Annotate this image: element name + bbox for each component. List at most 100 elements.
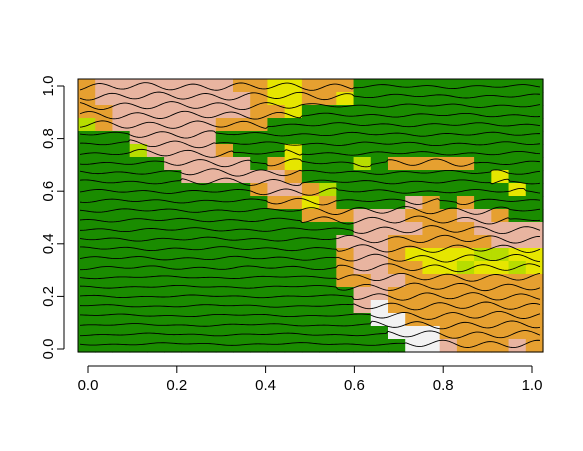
heatmap-cell [146,235,165,249]
heatmap-cell [198,248,217,262]
heatmap-cell [525,313,544,327]
heatmap-cell [422,326,441,340]
heatmap-cell [301,183,320,197]
heatmap-cell [388,92,406,106]
signal-trace [79,234,541,244]
heatmap-cell [112,248,131,262]
heatmap-cell [319,326,337,340]
heatmap-cell [422,222,441,236]
heatmap-cell [198,92,217,106]
heatmap-cell [233,261,251,275]
heatmap-cell [456,326,475,340]
heatmap-cell [95,118,114,132]
heatmap-cell [129,287,148,301]
heatmap-cell [95,326,114,340]
heatmap-cell [198,339,217,353]
heatmap-cell [491,144,510,158]
heatmap-cell [181,326,200,340]
heatmap-cell [112,287,131,301]
heatmap-cell [319,157,337,171]
heatmap-cell [474,196,492,210]
heatmap-cell [95,196,114,210]
plot-frame [77,78,544,353]
heatmap-cell [250,248,269,262]
heatmap-cell [422,313,441,327]
heatmap-cell [215,248,234,262]
heatmap-cell [215,300,234,314]
heatmap-cell [388,183,406,197]
heatmap-cell [388,209,406,223]
heatmap-cell [336,209,355,223]
heatmap-cell [491,287,510,301]
heatmap-cell [370,222,389,236]
heatmap-cell [405,300,424,314]
signal-trace [79,168,541,177]
heatmap-cell [146,144,165,158]
heatmap-cell [456,339,475,353]
heatmap-cell [267,144,286,158]
heatmap-cell [164,235,182,249]
heatmap-cell [336,274,355,288]
heatmap-cell [233,79,251,93]
heatmap-cell [422,144,441,158]
heatmap-cell [439,248,458,262]
heatmap-cell [388,105,406,119]
heatmap-cell [95,274,114,288]
heatmap-cell [301,287,320,301]
heatmap-cell [250,157,269,171]
heatmap-cell [388,170,406,184]
y-tick-label: 0.0 [40,339,57,360]
heatmap-cell [164,313,182,327]
heatmap-cell [233,339,251,353]
heatmap-cell [284,131,303,145]
heatmap-cell [146,261,165,275]
heatmap-cell [319,287,337,301]
heatmap-cell [388,222,406,236]
heatmap-cell [370,313,389,327]
heatmap-cell [353,196,372,210]
heatmap-cell [422,105,441,119]
heatmap-cell [525,339,544,353]
heatmap-cell [456,144,475,158]
heatmap-cell [250,261,269,275]
heatmap-cell [491,92,510,106]
heatmap-cell [301,92,320,106]
heatmap-cell [146,157,165,171]
heatmap-cell [250,222,269,236]
heatmap-cell [129,79,148,93]
heatmap-cell [164,183,182,197]
heatmap-cell [301,300,320,314]
heatmap-cell [267,183,286,197]
heatmap-cell [405,183,424,197]
heatmap-cell [439,313,458,327]
heatmap-cell [405,92,424,106]
heatmap-cell [353,248,372,262]
heatmap-cell [301,326,320,340]
heatmap-cell [95,79,114,93]
signal-trace [79,301,541,311]
heatmap-cell [250,339,269,353]
signal-trace [79,187,541,196]
heatmap-cell [319,235,337,249]
heatmap-cell [215,339,234,353]
heatmap-cell [95,339,114,353]
signal-trace [79,320,541,330]
heatmap-cell [474,222,492,236]
heatmap-cell [215,261,234,275]
x-tick-label: 0.6 [344,377,365,394]
heatmap-cell [336,261,355,275]
heatmap-cell [388,131,406,145]
signal-trace [79,206,541,215]
heatmap-cell [456,92,475,106]
heatmap-cell [491,339,510,353]
heatmap-cell [301,196,320,210]
heatmap-cell [267,170,286,184]
heatmap-cell [301,105,320,119]
signal-trace [79,263,541,273]
heatmap-cell [525,287,544,301]
heatmap-cell [474,339,492,353]
heatmap-cell [215,326,234,340]
heatmap-cell [439,170,458,184]
heatmap-cell [353,313,372,327]
heatmap-cell [422,339,441,353]
